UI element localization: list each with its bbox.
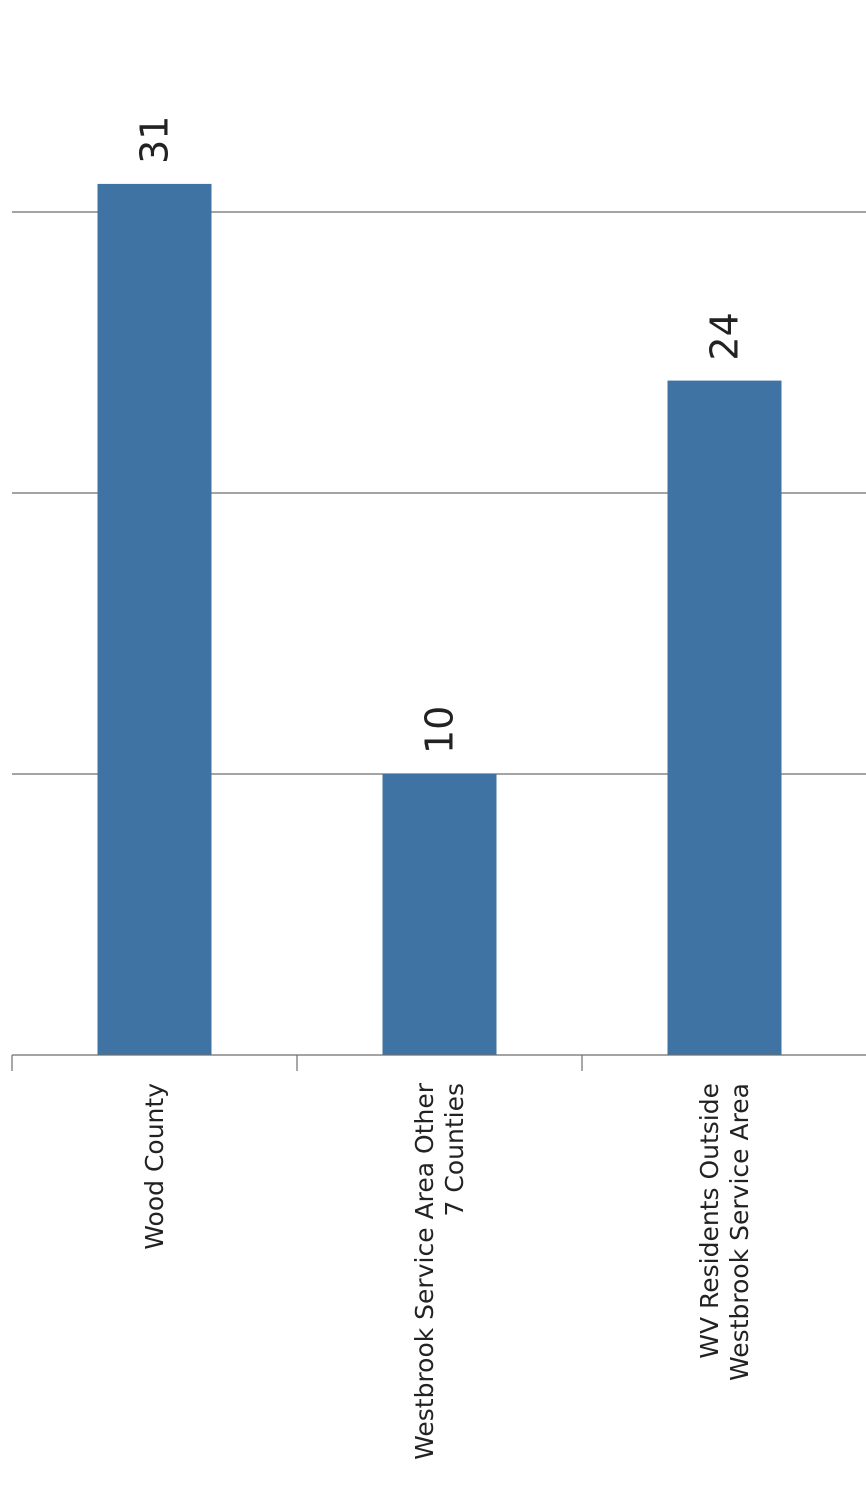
data-labels: 31 10 24 xyxy=(133,116,747,754)
data-label-3: 24 xyxy=(703,312,747,360)
category-label-2: Westbrook Service Area Other xyxy=(410,1082,439,1460)
category-label-3: WV Residents Outside xyxy=(695,1083,724,1359)
bar-1 xyxy=(97,183,212,1055)
bar-2 xyxy=(382,774,497,1055)
data-label-1: 31 xyxy=(133,116,177,164)
category-label-3: Westbrook Service Area xyxy=(725,1083,754,1381)
bar-3 xyxy=(667,380,782,1056)
category-label-2: 7 Counties xyxy=(440,1083,469,1216)
category-axis xyxy=(11,1054,866,1071)
bars xyxy=(97,183,782,1056)
category-label-1: Wood County xyxy=(140,1083,169,1250)
category-labels: Wood County Westbrook Service Area Other 7… xyxy=(140,1082,754,1460)
data-label-2: 10 xyxy=(418,706,462,754)
